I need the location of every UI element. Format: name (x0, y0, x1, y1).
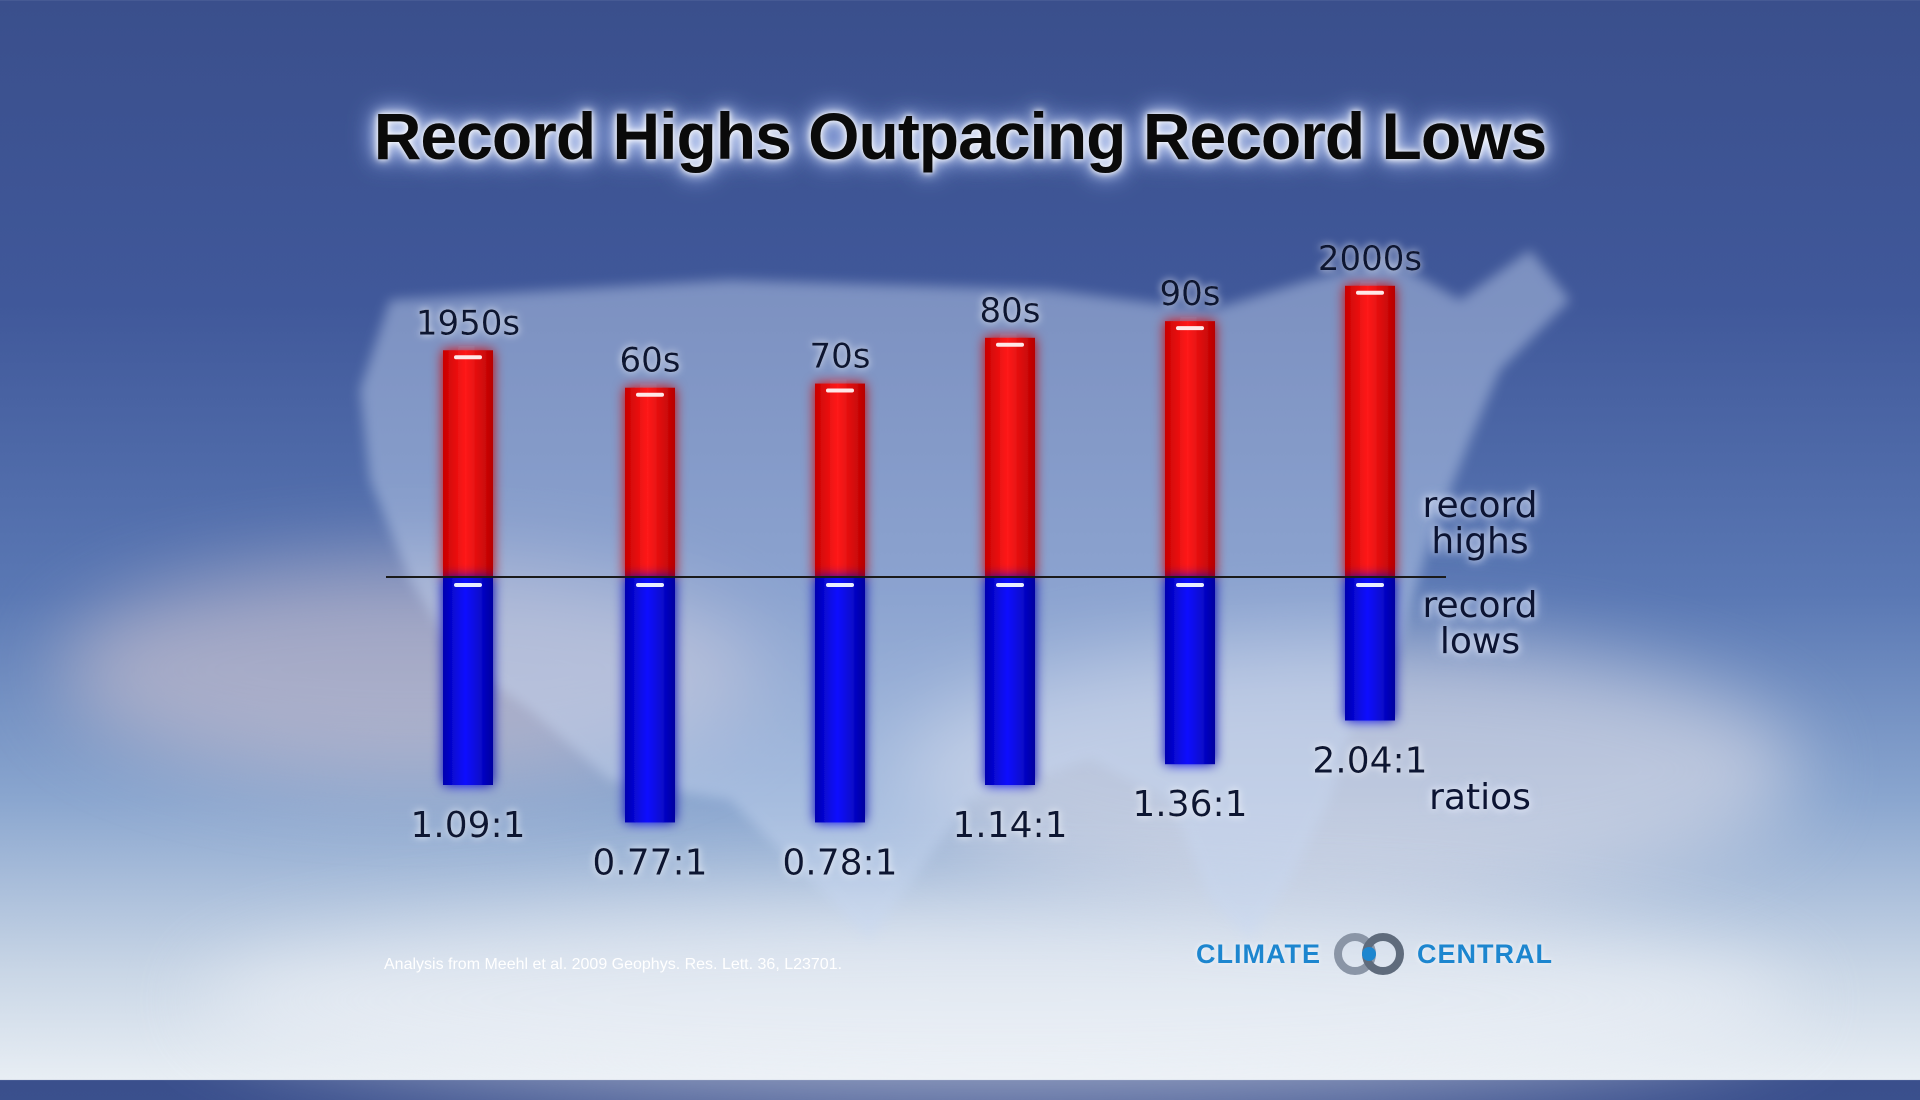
legend-record-lows-line2: lows (1439, 621, 1521, 662)
logo-rings-icon (1333, 933, 1404, 975)
chart-title: Record Highs Outpacing Record Lows (373, 99, 1547, 173)
bar-record-highs-1950s (443, 350, 493, 577)
ratio-label: 1.36:1 (1132, 784, 1247, 825)
ratio-label: 0.77:1 (592, 842, 707, 883)
bar-highlight-highs (1176, 326, 1204, 331)
legend-record-highs-line2: highs (1431, 521, 1529, 562)
bar-highlight-lows (996, 583, 1024, 587)
logo-word-left: CLIMATE (1196, 938, 1321, 969)
legend-record-highs-line1: record (1422, 485, 1538, 526)
ratio-label: 0.78:1 (782, 842, 897, 883)
bar-highlight-lows (826, 583, 854, 587)
category-label: 60s (620, 341, 681, 381)
bar-highlight-highs (454, 355, 482, 360)
logo-word-right: CENTRAL (1416, 938, 1553, 969)
climate-central-logo: CLIMATE CENTRAL (1196, 930, 1553, 978)
bar-record-lows-2000s (1345, 577, 1395, 721)
category-label: 70s (810, 337, 871, 377)
bar-highlight-lows (454, 583, 482, 587)
bar-record-highs-70s (815, 383, 865, 577)
bar-highlight-highs (996, 342, 1024, 347)
ratios-label: ratios (1429, 777, 1531, 818)
category-label: 80s (980, 291, 1041, 331)
ratio-label: 2.04:1 (1312, 741, 1427, 782)
legend-record-highs: record highs (1410, 488, 1550, 560)
bar-record-lows-1950s (443, 577, 493, 785)
ratio-label: 1.09:1 (410, 805, 525, 846)
source-note: Analysis from Meehl et al. 2009 Geophys.… (384, 956, 843, 973)
background-cloud (200, 900, 1800, 1100)
bar-highlight-lows (1356, 583, 1384, 587)
ratio-label: 1.14:1 (952, 805, 1067, 846)
bar-record-highs-60s (625, 387, 675, 577)
bar-highlight-lows (636, 583, 664, 587)
category-label: 2000s (1318, 239, 1422, 279)
bar-record-lows-70s (815, 577, 865, 823)
bar-highlight-highs (826, 388, 854, 393)
legend-record-lows: record lows (1410, 588, 1550, 660)
bar-highlight-lows (1176, 583, 1204, 587)
bar-record-lows-60s (625, 577, 675, 823)
bar-record-highs-80s (985, 337, 1035, 577)
bar-record-lows-90s (1165, 577, 1215, 765)
bar-record-highs-90s (1165, 321, 1215, 577)
bar-record-highs-2000s (1345, 285, 1395, 577)
legend-record-lows-line1: record (1422, 585, 1538, 626)
bar-highlight-highs (1356, 290, 1384, 295)
category-label: 90s (1160, 274, 1221, 314)
bar-highlight-highs (636, 392, 664, 397)
bar-record-lows-80s (985, 577, 1035, 785)
category-label: 1950s (416, 303, 520, 343)
